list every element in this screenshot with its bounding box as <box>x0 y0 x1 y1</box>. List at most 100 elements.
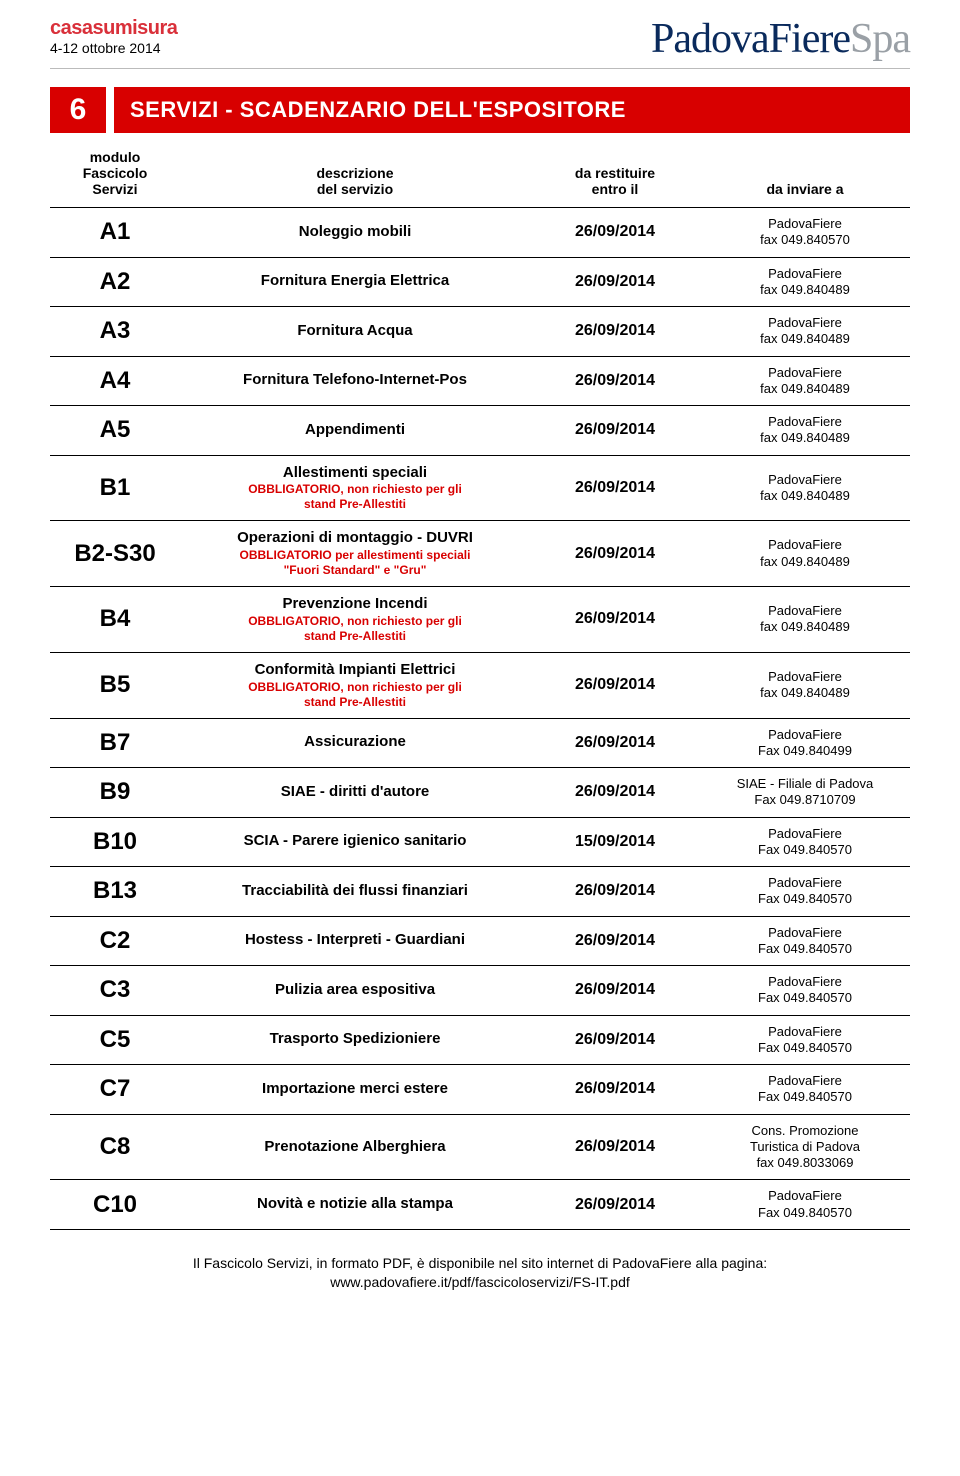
brand-padovafiere: PadovaFiereSpa <box>651 18 910 60</box>
brand-date: 4-12 ottobre 2014 <box>50 40 177 56</box>
send-to: PadovaFiereFax 049.840570 <box>700 1186 910 1223</box>
brand-main-a: PadovaFiere <box>651 16 850 62</box>
col-header-inviare: da inviare a <box>700 177 910 201</box>
table-row: A2Fornitura Energia Elettrica26/09/2014P… <box>50 257 910 307</box>
title-number: 6 <box>50 87 106 133</box>
table-row: B5Conformità Impianti ElettriciOBBLIGATO… <box>50 652 910 718</box>
due-date: 26/09/2014 <box>530 370 700 392</box>
send-to: PadovaFiereFax 049.840570 <box>700 972 910 1009</box>
due-date: 26/09/2014 <box>530 271 700 293</box>
table-row: B10SCIA - Parere igienico sanitario15/09… <box>50 817 910 867</box>
description-main: Importazione merci estere <box>186 1080 524 1099</box>
description-main: Fornitura Telefono-Internet-Pos <box>186 371 524 390</box>
due-date: 26/09/2014 <box>530 477 700 499</box>
col-header-descrizione: descrizione del servizio <box>180 161 530 201</box>
due-date: 26/09/2014 <box>530 781 700 803</box>
description-main: Conformità Impianti Elettrici <box>186 661 524 680</box>
module-code: A3 <box>50 315 180 347</box>
col-header-restituire: da restituire entro il <box>530 161 700 201</box>
col-header-text: da restituire <box>575 165 655 181</box>
description-main: Assicurazione <box>186 733 524 752</box>
due-date: 26/09/2014 <box>530 1029 700 1051</box>
due-date: 26/09/2014 <box>530 732 700 754</box>
service-description: Fornitura Energia Elettrica <box>180 270 530 293</box>
description-main: Prevenzione Incendi <box>186 595 524 614</box>
service-description: Importazione merci estere <box>180 1078 530 1101</box>
service-description: Assicurazione <box>180 731 530 754</box>
col-header-text: descrizione <box>316 165 393 181</box>
service-description: Allestimenti specialiOBBLIGATORIO, non r… <box>180 462 530 515</box>
description-sub: OBBLIGATORIO, non richiesto per gli <box>186 614 524 629</box>
due-date: 26/09/2014 <box>530 979 700 1001</box>
send-to: PadovaFierefax 049.840489 <box>700 363 910 400</box>
document-header: casasumisura 4-12 ottobre 2014 PadovaFie… <box>50 18 910 69</box>
service-description: Trasporto Spedizioniere <box>180 1028 530 1051</box>
service-description: Conformità Impianti ElettriciOBBLIGATORI… <box>180 659 530 712</box>
column-headers: modulo Fascicolo Servizi descrizione del… <box>50 145 910 201</box>
due-date: 26/09/2014 <box>530 880 700 902</box>
description-sub: "Fuori Standard" e "Gru" <box>186 563 524 578</box>
send-to: PadovaFierefax 049.840570 <box>700 214 910 251</box>
send-to: PadovaFiereFax 049.840570 <box>700 923 910 960</box>
module-code: A4 <box>50 365 180 397</box>
service-description: Hostess - Interpreti - Guardiani <box>180 929 530 952</box>
due-date: 15/09/2014 <box>530 831 700 853</box>
module-code: C2 <box>50 925 180 957</box>
send-to: PadovaFierefax 049.840489 <box>700 313 910 350</box>
module-code: B4 <box>50 603 180 635</box>
module-code: C7 <box>50 1073 180 1105</box>
table-row: C5Trasporto Spedizioniere26/09/2014Padov… <box>50 1015 910 1065</box>
send-to: Cons. PromozioneTuristica di Padovafax 0… <box>700 1121 910 1174</box>
table-row: B2-S30Operazioni di montaggio - DUVRIOBB… <box>50 520 910 586</box>
send-to: PadovaFierefax 049.840489 <box>700 412 910 449</box>
description-main: Prenotazione Alberghiera <box>186 1138 524 1157</box>
col-header-modulo: modulo Fascicolo Servizi <box>50 145 180 201</box>
description-main: Pulizia area espositiva <box>186 981 524 1000</box>
module-code: C5 <box>50 1024 180 1056</box>
description-main: Operazioni di montaggio - DUVRI <box>186 529 524 548</box>
module-code: A5 <box>50 414 180 446</box>
brand-casasumisura: casasumisura <box>50 18 177 38</box>
title-text: SERVIZI - SCADENZARIO DELL'ESPOSITORE <box>114 87 910 133</box>
description-sub: stand Pre-Allestiti <box>186 629 524 644</box>
due-date: 26/09/2014 <box>530 1194 700 1216</box>
module-code: C3 <box>50 974 180 1006</box>
col-header-text: Fascicolo <box>83 165 148 181</box>
service-description: Appendimenti <box>180 419 530 442</box>
footer-note: Il Fascicolo Servizi, in formato PDF, è … <box>50 1254 910 1293</box>
module-code: C10 <box>50 1189 180 1221</box>
table-row: C3 Pulizia area espositiva 26/09/2014Padov… <box>50 965 910 1015</box>
service-description: Noleggio mobili <box>180 221 530 244</box>
service-description: Operazioni di montaggio - DUVRIOBBLIGATO… <box>180 527 530 580</box>
description-main: Appendimenti <box>186 421 524 440</box>
description-main: Tracciabilità dei flussi finanziari <box>186 882 524 901</box>
description-main: Allestimenti speciali <box>186 464 524 483</box>
description-main: Novità e notizie alla stampa <box>186 1195 524 1214</box>
service-description: Prevenzione IncendiOBBLIGATORIO, non ric… <box>180 593 530 646</box>
module-code: B1 <box>50 472 180 504</box>
col-header-text: da inviare a <box>766 181 843 197</box>
col-header-text: entro il <box>592 181 639 197</box>
description-main: Hostess - Interpreti - Guardiani <box>186 931 524 950</box>
title-bar: 6 SERVIZI - SCADENZARIO DELL'ESPOSITORE <box>50 87 910 133</box>
col-header-text: del servizio <box>317 181 393 197</box>
module-code: C8 <box>50 1131 180 1163</box>
service-description: Fornitura Telefono-Internet-Pos <box>180 369 530 392</box>
brand-left: casasumisura 4-12 ottobre 2014 <box>50 18 177 56</box>
service-description: SCIA - Parere igienico sanitario <box>180 830 530 853</box>
table-row: A4 Fornitura Telefono-Internet-Pos 26/09/2… <box>50 356 910 406</box>
service-description: Pulizia area espositiva <box>180 979 530 1002</box>
module-code: B2-S30 <box>50 538 180 570</box>
table-row: A3Fornitura Acqua26/09/2014PadovaFierefa… <box>50 306 910 356</box>
service-description: Prenotazione Alberghiera <box>180 1136 530 1159</box>
send-to: PadovaFierefax 049.840489 <box>700 264 910 301</box>
table-row: C2Hostess - Interpreti - Guardiani26/09/… <box>50 916 910 966</box>
description-main: SIAE - diritti d'autore <box>186 783 524 802</box>
module-code: B9 <box>50 776 180 808</box>
due-date: 26/09/2014 <box>530 674 700 696</box>
table-row: C10 Novità e notizie alla stampa 26/09/201… <box>50 1179 910 1230</box>
page: casasumisura 4-12 ottobre 2014 PadovaFie… <box>0 0 960 1323</box>
table-row: B13Tracciabilità dei flussi finanziari26… <box>50 866 910 916</box>
module-code: B7 <box>50 727 180 759</box>
send-to: PadovaFierefax 049.840489 <box>700 667 910 704</box>
